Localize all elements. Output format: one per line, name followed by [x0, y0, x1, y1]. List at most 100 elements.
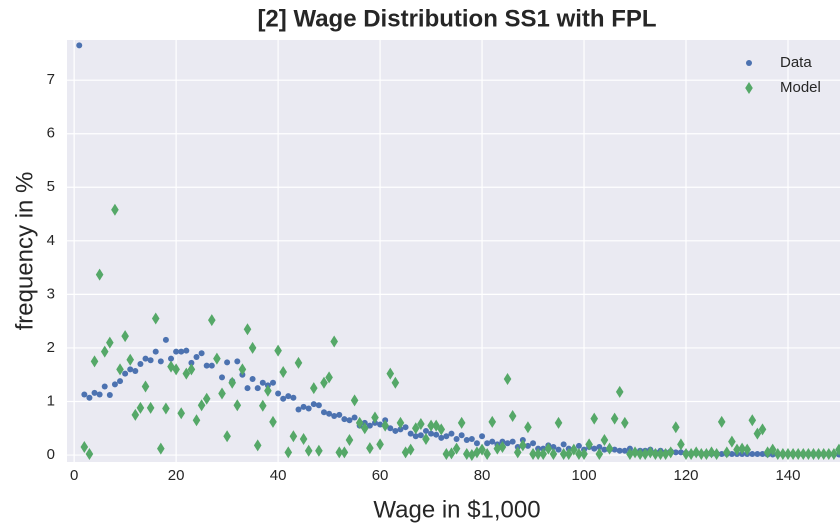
- point: [539, 447, 548, 460]
- point: [254, 385, 261, 392]
- point: [243, 323, 252, 336]
- point: [442, 447, 451, 460]
- point: [253, 439, 262, 452]
- point: [488, 415, 497, 428]
- point: [610, 412, 619, 425]
- point: [728, 435, 736, 448]
- point: [366, 422, 373, 429]
- point: [95, 268, 104, 281]
- point: [814, 447, 823, 460]
- point: [203, 362, 210, 369]
- point: [182, 367, 191, 380]
- point: [743, 443, 751, 456]
- point: [228, 376, 237, 389]
- point: [564, 447, 573, 460]
- point: [116, 363, 124, 376]
- point: [187, 363, 196, 376]
- point: [146, 401, 155, 414]
- point: [600, 434, 609, 447]
- point: [391, 376, 400, 389]
- point: [560, 441, 567, 448]
- point: [392, 427, 399, 434]
- point: [331, 412, 338, 419]
- point: [315, 402, 322, 409]
- point: [218, 387, 226, 400]
- point: [275, 390, 282, 397]
- point: [167, 360, 175, 373]
- point: [748, 414, 757, 427]
- point: [631, 446, 639, 459]
- y-tick-label: 3: [47, 285, 55, 302]
- point: [162, 336, 169, 343]
- point: [544, 442, 553, 455]
- point: [641, 447, 650, 460]
- x-tick-label: 80: [474, 467, 491, 484]
- point: [285, 393, 292, 400]
- point: [91, 389, 98, 396]
- point: [355, 416, 364, 429]
- point: [453, 435, 460, 442]
- point: [585, 438, 593, 451]
- point: [779, 447, 787, 460]
- point: [407, 430, 414, 437]
- point: [529, 447, 537, 460]
- point: [601, 446, 608, 453]
- point: [666, 446, 675, 459]
- point: [458, 432, 465, 439]
- point: [422, 427, 429, 434]
- legend-label: Data: [780, 54, 812, 71]
- point: [295, 406, 302, 413]
- point: [157, 358, 164, 365]
- point: [136, 401, 145, 414]
- point: [615, 385, 624, 398]
- point: [178, 348, 185, 355]
- point: [554, 416, 563, 429]
- point: [412, 433, 419, 440]
- point: [81, 391, 88, 398]
- point: [509, 438, 516, 445]
- point: [428, 430, 435, 437]
- point: [280, 395, 287, 402]
- point: [304, 444, 313, 457]
- point: [432, 419, 440, 432]
- point: [122, 370, 129, 377]
- point: [336, 411, 343, 418]
- point: [799, 447, 808, 460]
- point: [438, 434, 445, 441]
- point: [646, 446, 655, 459]
- point: [479, 433, 486, 440]
- point: [264, 384, 272, 397]
- point: [402, 424, 409, 431]
- point: [197, 399, 206, 412]
- point: [473, 440, 480, 447]
- point: [259, 379, 266, 386]
- point: [682, 447, 690, 460]
- point: [172, 363, 180, 376]
- point: [233, 399, 242, 412]
- point: [656, 447, 665, 460]
- point: [626, 447, 634, 460]
- point: [570, 443, 578, 456]
- point: [381, 419, 389, 432]
- point: [320, 376, 328, 389]
- point: [177, 407, 186, 420]
- point: [208, 362, 215, 369]
- point: [452, 442, 461, 455]
- point: [773, 447, 782, 460]
- point: [351, 414, 358, 421]
- point: [835, 443, 840, 456]
- point: [697, 447, 706, 460]
- y-axis-label: frequency in %: [11, 172, 38, 331]
- point: [733, 443, 741, 456]
- point: [377, 421, 384, 428]
- point: [508, 409, 517, 422]
- point: [386, 367, 395, 380]
- point: [366, 442, 374, 455]
- point: [549, 447, 558, 460]
- point: [325, 371, 333, 384]
- point: [457, 416, 466, 429]
- plot-area: [67, 40, 840, 462]
- point: [677, 438, 685, 451]
- point: [530, 440, 537, 447]
- point: [258, 399, 267, 412]
